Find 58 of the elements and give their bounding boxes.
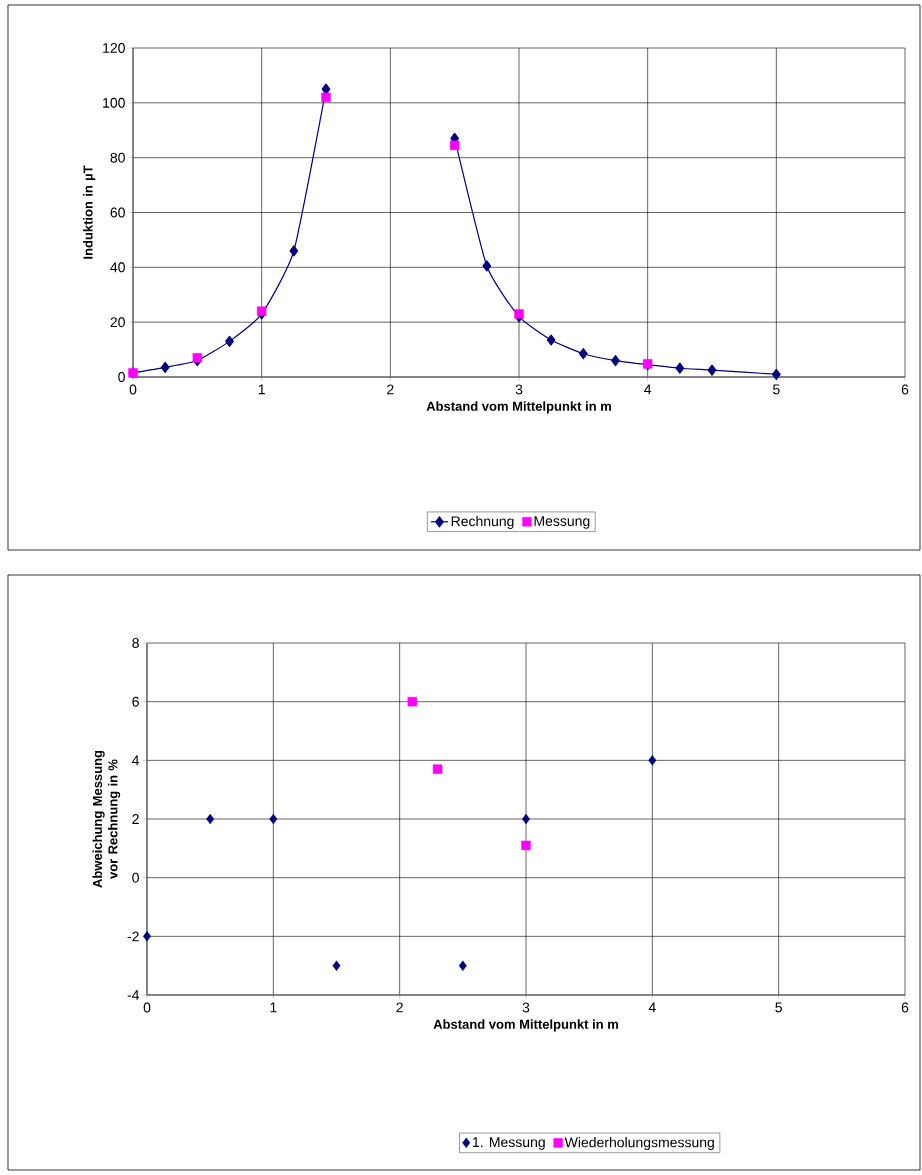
y-tick-label: 40 xyxy=(110,262,125,273)
point xyxy=(648,755,657,766)
point xyxy=(521,840,531,851)
x-tick-label: 2 xyxy=(396,1002,403,1013)
x-tick-label: 2 xyxy=(387,384,394,395)
point xyxy=(675,362,685,374)
legend-label: 1. Messung xyxy=(473,1137,545,1150)
legend-label: Rechnung xyxy=(451,515,514,529)
point xyxy=(432,764,443,774)
point xyxy=(407,696,417,707)
point xyxy=(192,353,203,363)
x-tick-label: 3 xyxy=(515,384,523,395)
x-tick-label: 4 xyxy=(644,384,652,395)
x-tick-label: 1 xyxy=(270,1002,277,1013)
y-tick-label: 0 xyxy=(118,372,125,382)
point xyxy=(206,813,215,825)
legend-label: Messung xyxy=(534,516,590,529)
y-tick-label: 6 xyxy=(132,696,139,707)
y-tick-label: 0 xyxy=(132,872,139,883)
y-tick-label: 80 xyxy=(110,152,125,163)
point xyxy=(225,335,234,347)
point xyxy=(458,960,467,971)
x-tick-label: 3 xyxy=(522,1002,530,1013)
x-tick-label: 1 xyxy=(258,384,265,395)
x-axis-title: Abstand vom Mittelpunkt in m xyxy=(426,401,612,414)
y-tick-label: -2 xyxy=(127,931,139,942)
point xyxy=(256,306,267,316)
point xyxy=(449,140,460,151)
x-tick-label: 0 xyxy=(143,1002,151,1013)
y-tick-label: 8 xyxy=(132,638,139,648)
point xyxy=(482,260,492,272)
point xyxy=(289,245,299,257)
x-tick-label: 6 xyxy=(901,1002,909,1013)
x-tick-label: 4 xyxy=(648,1002,656,1013)
x-axis-title: Abstand vom Mittelpunkt in m xyxy=(433,1019,619,1032)
point xyxy=(143,931,151,942)
point xyxy=(321,92,331,103)
point xyxy=(546,334,556,346)
y-tick-label: 100 xyxy=(103,97,125,108)
y-axis-title: Induktion in µT xyxy=(83,165,96,259)
y-tick-label: 20 xyxy=(110,317,125,328)
point xyxy=(332,960,341,971)
x-tick-label: 5 xyxy=(775,1002,782,1013)
y-axis-title: Abweichung Messung vor Rechnung in % xyxy=(92,750,121,888)
point xyxy=(578,348,588,360)
point xyxy=(160,361,170,374)
point xyxy=(514,309,524,319)
x-tick-label: 6 xyxy=(901,384,909,395)
legend-label: Wiederholungsmessung xyxy=(564,1137,714,1151)
y-tick-label: 4 xyxy=(131,755,140,766)
y-tick-label: 2 xyxy=(132,814,139,824)
x-tick-label: 5 xyxy=(773,384,780,395)
y-tick-label: -4 xyxy=(127,990,140,1000)
y-tick-label: 60 xyxy=(110,207,125,218)
point xyxy=(269,813,278,825)
point xyxy=(771,368,781,380)
point xyxy=(707,364,717,376)
y-tick-label: 120 xyxy=(103,43,125,53)
